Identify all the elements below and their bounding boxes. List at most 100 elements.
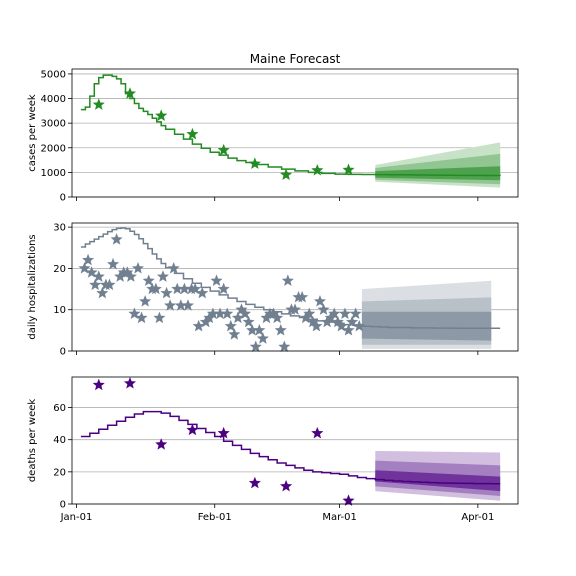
- y-axis-label-deaths: deaths per week: [27, 399, 38, 483]
- observed-point-hospitalizations: [106, 257, 120, 270]
- observed-point-hospitalizations: [296, 290, 309, 303]
- observed-point-hospitalizations: [131, 262, 145, 274]
- forecast-band-inner-hospitalizations: [361, 311, 492, 341]
- observed-point-deaths: [155, 438, 168, 450]
- observed-point-hospitalizations: [342, 323, 355, 336]
- observed-point-hospitalizations: [196, 286, 209, 299]
- panel-cases: 0 1000 2000 3000 4000 5000 cases per week: [27, 68, 519, 204]
- observed-point-hospitalizations: [317, 303, 330, 315]
- observed-point-cases: [155, 109, 168, 121]
- observed-point-cases: [217, 143, 230, 156]
- observed-point-hospitalizations: [156, 270, 170, 282]
- observed-point-deaths: [248, 476, 261, 489]
- observed-point-hospitalizations: [160, 286, 173, 299]
- y-tick-label-deaths: 0: [60, 500, 66, 511]
- axes-frame-deaths: [71, 376, 519, 505]
- observed-point-deaths: [186, 423, 199, 436]
- y-axis-label-hospitalizations: daily hospitalizations: [27, 234, 38, 339]
- observed-point-hospitalizations: [103, 278, 116, 291]
- observed-point-hospitalizations: [345, 315, 359, 328]
- observed-point-hospitalizations: [217, 282, 230, 295]
- observed-point-hospitalizations: [338, 307, 352, 320]
- y-tick-label-deaths: 20: [53, 467, 66, 478]
- observed-point-hospitalizations: [81, 253, 95, 266]
- observed-point-hospitalizations: [139, 295, 152, 307]
- axes-frame-cases: [71, 68, 519, 198]
- observed-point-hospitalizations: [78, 262, 91, 274]
- observed-point-hospitalizations: [242, 315, 255, 328]
- observed-point-hospitalizations: [153, 311, 166, 324]
- observed-point-deaths: [342, 494, 355, 506]
- observed-point-hospitalizations: [221, 307, 234, 320]
- observed-point-deaths: [123, 377, 137, 389]
- model-line-cases: [80, 74, 501, 177]
- panel-deaths: 0 20 40 60 Jan-01 Feb-01 Mar-01 Apr-01 deaths pe…: [27, 376, 519, 523]
- observed-point-hospitalizations: [274, 323, 287, 336]
- y-tick-label-hospitalizations: 0: [60, 347, 66, 358]
- observed-point-hospitalizations: [278, 340, 291, 353]
- y-axis-label-cases: cases per week: [27, 94, 38, 172]
- observed-point-hospitalizations: [228, 328, 241, 340]
- observed-point-hospitalizations: [328, 307, 341, 320]
- observed-point-hospitalizations: [303, 307, 316, 320]
- y-tick-label-hospitalizations: 20: [53, 264, 66, 275]
- chart-title: Maine Forecast: [250, 52, 341, 66]
- observed-point-hospitalizations: [288, 303, 302, 315]
- observed-point-hospitalizations: [210, 274, 223, 286]
- observed-point-hospitalizations: [92, 270, 105, 282]
- observed-point-hospitalizations: [128, 307, 141, 320]
- observed-point-hospitalizations: [335, 319, 348, 332]
- model-line-deaths: [80, 410, 501, 485]
- observed-point-deaths: [279, 479, 293, 492]
- y-tick-label-cases: 5000: [41, 69, 66, 80]
- observed-point-deaths: [92, 378, 105, 391]
- panel-hospitalizations: 0 10 20 30 daily hospitalizations: [27, 222, 519, 358]
- y-tick-label-cases: 0: [60, 193, 66, 204]
- y-tick-label-cases: 1000: [41, 168, 66, 179]
- observed-point-cases: [123, 87, 137, 99]
- observed-point-hospitalizations: [149, 282, 162, 295]
- observed-point-hospitalizations: [188, 282, 202, 295]
- observed-point-hospitalizations: [349, 307, 362, 320]
- y-tick-label-deaths: 60: [53, 403, 66, 414]
- axes-frame-hospitalizations: [71, 222, 519, 352]
- observed-point-hospitalizations: [253, 323, 266, 336]
- observed-point-cases: [186, 127, 199, 140]
- observed-point-hospitalizations: [85, 266, 98, 278]
- observed-point-hospitalizations: [142, 274, 155, 286]
- observed-point-cases: [248, 157, 261, 169]
- observed-point-hospitalizations: [256, 332, 269, 344]
- observed-point-cases: [92, 98, 105, 110]
- observed-point-deaths: [217, 426, 230, 439]
- forecast-band-inner-deaths: [375, 470, 501, 492]
- observed-point-hospitalizations: [271, 311, 284, 324]
- observed-point-hospitalizations: [167, 262, 180, 274]
- observed-point-cases: [279, 168, 293, 181]
- observed-point-hospitalizations: [110, 233, 123, 245]
- y-tick-label-deaths: 40: [53, 435, 66, 446]
- observed-point-deaths: [311, 426, 324, 439]
- y-tick-label-cases: 3000: [41, 119, 66, 130]
- y-tick-label-hospitalizations: 10: [53, 305, 66, 316]
- observed-point-hospitalizations: [238, 307, 252, 320]
- observed-point-hospitalizations: [281, 274, 294, 286]
- observed-point-hospitalizations: [135, 311, 148, 324]
- observed-point-hospitalizations: [96, 286, 109, 299]
- y-tick-label-hospitalizations: 30: [53, 223, 66, 234]
- observed-point-hospitalizations: [124, 270, 137, 282]
- observed-point-hospitalizations: [164, 299, 177, 311]
- observed-point-hospitalizations: [310, 319, 323, 332]
- observed-point-hospitalizations: [89, 278, 102, 291]
- forecast-band-inner-cases: [375, 166, 501, 181]
- observed-point-cases: [311, 164, 324, 176]
- observed-point-hospitalizations: [313, 295, 327, 307]
- observed-point-hospitalizations: [224, 319, 237, 332]
- observed-point-hospitalizations: [249, 340, 262, 353]
- observed-point-cases: [342, 163, 355, 176]
- y-tick-label-cases: 4000: [41, 94, 66, 105]
- x-tick-label: Feb-01: [198, 512, 232, 523]
- x-tick-label: Apr-01: [461, 512, 494, 523]
- x-tick-label: Mar-01: [322, 512, 357, 523]
- observed-point-hospitalizations: [353, 319, 366, 332]
